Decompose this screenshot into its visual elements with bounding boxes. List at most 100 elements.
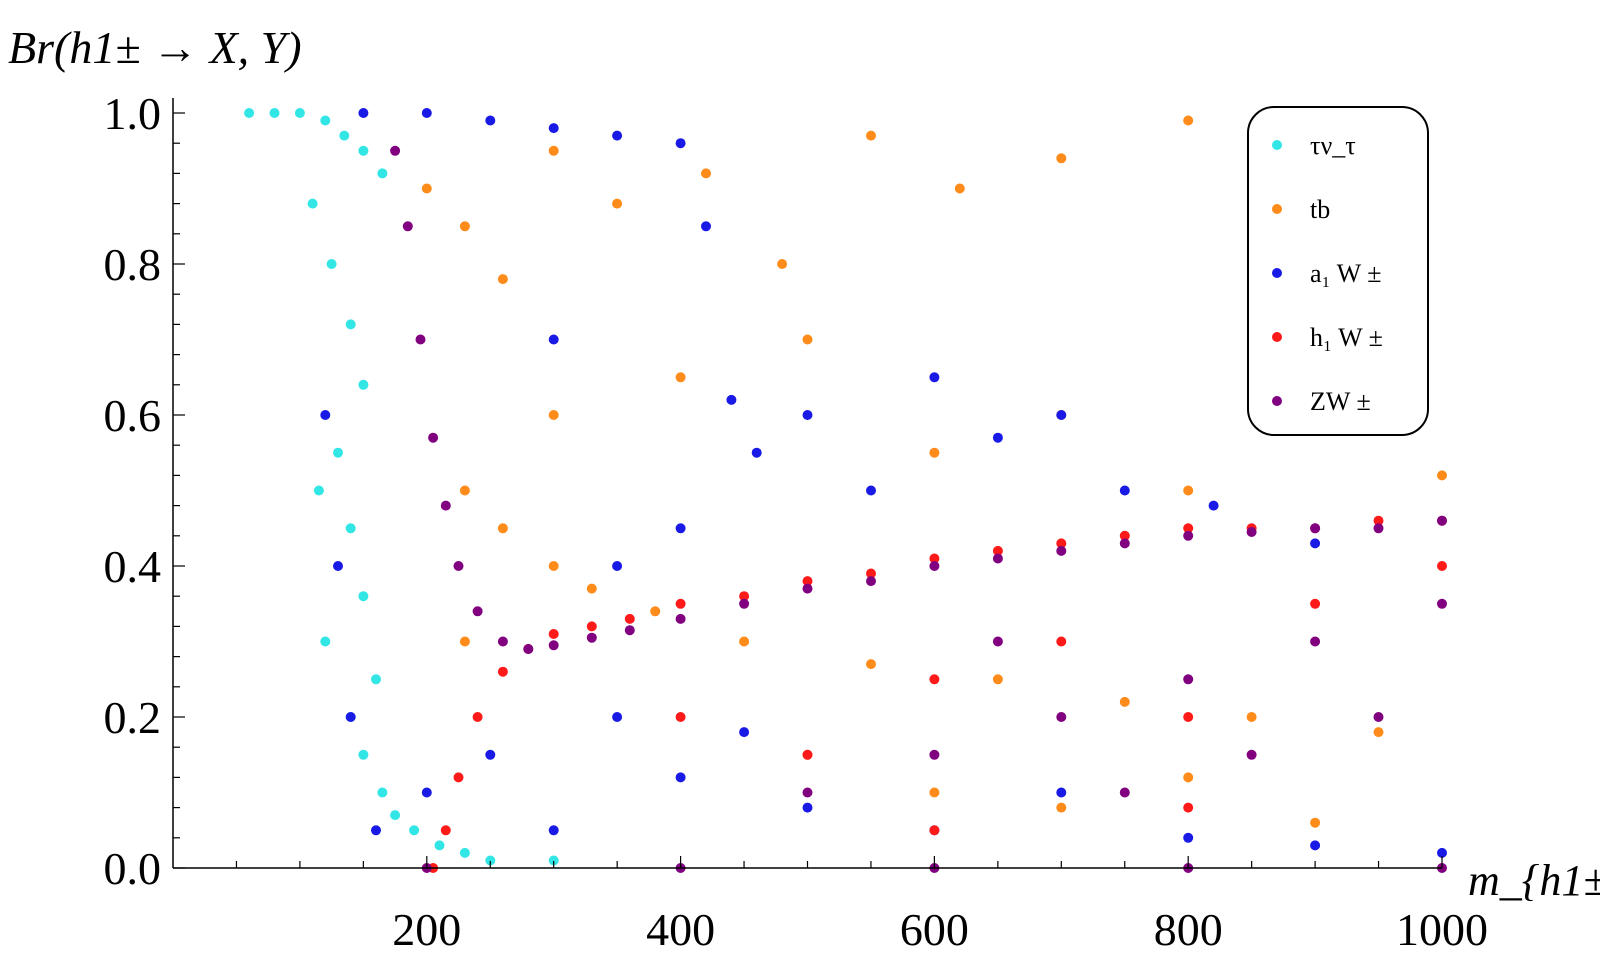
point-series-1-24	[548, 410, 559, 420]
point-series-3-1	[440, 825, 451, 836]
legend-label-0: τν_τ	[1310, 131, 1356, 160]
point-series-4-17	[992, 553, 1003, 564]
point-series-1-1	[459, 221, 470, 232]
point-series-0-2	[294, 108, 305, 118]
point-series-2-15	[992, 432, 1003, 443]
point-series-4-33	[1246, 749, 1257, 760]
point-series-2-34	[345, 712, 356, 722]
point-series-2-21	[485, 749, 496, 760]
point-series-1-29	[1183, 485, 1194, 496]
point-series-3-3	[472, 712, 483, 722]
point-series-1-14	[548, 561, 559, 571]
point-series-1-7	[866, 130, 876, 141]
point-series-2-35	[371, 825, 381, 836]
point-series-4-12	[675, 613, 686, 624]
point-series-3-9	[675, 598, 686, 609]
point-series-4-13	[739, 598, 750, 609]
point-series-3-2	[453, 772, 464, 783]
x-tick-label-1: 400	[646, 904, 715, 955]
point-series-2-28	[1056, 787, 1067, 798]
point-series-4-16	[929, 561, 940, 571]
point-series-1-27	[929, 447, 940, 458]
point-series-0-15	[320, 636, 331, 647]
point-series-2-30	[1310, 840, 1321, 851]
point-series-1-2	[497, 274, 508, 285]
point-series-3-22	[675, 712, 686, 722]
point-series-4-11	[624, 625, 635, 636]
point-series-0-5	[358, 145, 369, 156]
point-series-4-26	[929, 749, 940, 760]
point-series-3-15	[1056, 538, 1067, 549]
point-series-1-34	[1056, 802, 1067, 813]
point-series-2-0	[358, 108, 369, 118]
y-tick-label-4: 0.8	[104, 239, 162, 290]
legend-marker-2	[1272, 268, 1282, 278]
point-series-4-29	[1310, 636, 1321, 647]
point-series-4-30	[1437, 598, 1447, 609]
legend-marker-3	[1272, 332, 1282, 342]
point-series-3-16	[1119, 530, 1130, 541]
point-series-2-26	[802, 802, 813, 813]
point-series-4-15	[866, 576, 876, 587]
point-series-2-31	[1437, 847, 1447, 858]
point-series-2-2	[485, 115, 496, 126]
point-series-1-4	[612, 198, 623, 209]
point-series-4-20	[1183, 530, 1194, 541]
x-axis-title: m_{h1±}	[1468, 856, 1600, 905]
point-series-1-6	[777, 259, 788, 269]
point-series-2-32	[320, 410, 331, 420]
point-series-2-13	[866, 485, 876, 496]
point-series-4-6	[472, 606, 483, 617]
axes-layer: 200 400 600 800 1000 0.0 0.2 0.4 0.6 0.8 1.0	[104, 88, 1489, 955]
point-series-4-8	[523, 644, 534, 654]
point-series-4-18	[1056, 545, 1067, 556]
legend-marker-1	[1272, 204, 1282, 214]
point-series-2-19	[1310, 538, 1321, 549]
point-series-4-10	[586, 632, 597, 643]
legend-marker-4	[1272, 396, 1282, 406]
point-series-2-25	[739, 727, 750, 738]
point-series-4-7	[497, 636, 508, 647]
point-series-4-1	[402, 221, 413, 232]
point-series-2-14	[929, 372, 940, 383]
point-series-1-35	[1183, 772, 1194, 783]
point-series-3-28	[1437, 561, 1447, 571]
point-series-4-32	[1119, 787, 1130, 798]
point-series-0-0	[244, 108, 255, 118]
point-series-4-23	[1373, 523, 1384, 534]
point-series-2-8	[751, 447, 762, 458]
point-series-4-0	[390, 145, 401, 156]
point-series-3-8	[624, 613, 635, 624]
point-series-0-24	[485, 855, 496, 866]
point-series-1-12	[459, 485, 470, 496]
y-tick-label-2: 0.4	[104, 541, 162, 592]
point-series-3-27	[1310, 598, 1321, 609]
point-series-1-8	[954, 183, 965, 194]
point-series-2-29	[1183, 832, 1194, 843]
point-series-0-13	[345, 523, 356, 534]
point-series-0-16	[371, 674, 381, 685]
point-series-4-14	[802, 583, 813, 594]
x-tick-label-4: 1000	[1396, 904, 1488, 955]
point-series-4-25	[802, 787, 813, 798]
point-series-0-4	[339, 130, 350, 141]
point-series-1-22	[1373, 727, 1384, 738]
point-series-0-14	[358, 591, 369, 602]
x-tick-label-2: 600	[900, 904, 969, 955]
point-series-0-25	[548, 855, 559, 866]
point-series-4-31	[992, 636, 1003, 647]
point-series-1-26	[802, 334, 813, 345]
legend-label-1: tb	[1310, 195, 1330, 224]
point-series-0-21	[409, 825, 420, 836]
point-series-4-2	[415, 334, 426, 345]
point-series-2-18	[1208, 500, 1219, 511]
legend-label-2: a₁ W ±	[1310, 259, 1381, 288]
point-series-3-4	[497, 666, 508, 677]
point-series-0-23	[459, 847, 470, 858]
points-layer	[244, 108, 1447, 873]
point-series-0-10	[358, 379, 369, 390]
point-series-1-23	[459, 636, 470, 647]
point-series-1-9	[1056, 153, 1067, 164]
point-series-2-24	[675, 772, 686, 783]
point-series-4-27	[1056, 712, 1067, 722]
